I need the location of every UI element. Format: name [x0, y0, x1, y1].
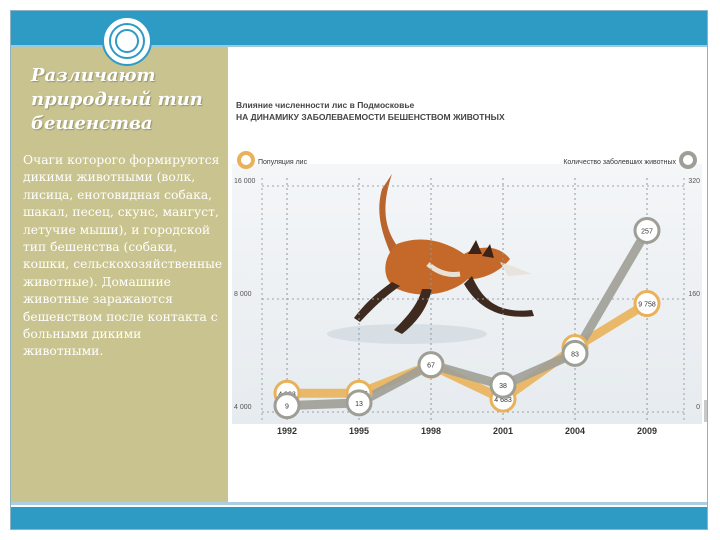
- fox-rabies-chart: Влияние численности лис в Подмосковье НА …: [232, 100, 702, 436]
- chart-legend: Популяция лис Количество заболевших живот…: [237, 151, 697, 169]
- x-tick-label: 2001: [493, 426, 513, 436]
- fox-photo: [327, 174, 534, 344]
- chart-series: 4 9934 9966 4924 6837 4239 7589136738832…: [273, 216, 661, 420]
- slide-title: Различают природный тип бешенства: [31, 65, 203, 134]
- side-panel: [11, 47, 228, 502]
- x-tick-label: 2004: [565, 426, 585, 436]
- x-tick-label: 2009: [637, 426, 657, 436]
- data-label: 67: [427, 363, 435, 370]
- left-axis-label: Популяция лис: [258, 159, 308, 166]
- chart-title-line2: НА ДИНАМИКУ ЗАБОЛЕВАЕМОСТИ БЕШЕНСТВОМ ЖИ…: [236, 112, 505, 122]
- bottom-accent-line: [11, 502, 707, 505]
- chart-axes: 16 000 320 8 000 160 4 000 0: [234, 178, 700, 420]
- data-label: 9 758: [638, 302, 656, 309]
- right-axis-tick-label: 0: [696, 404, 700, 411]
- right-axis-label: Количество заболевших животных: [563, 158, 676, 166]
- left-axis-tick-label: 16 000: [234, 178, 256, 185]
- x-tick-label: 1998: [421, 426, 441, 436]
- circle-ornament-icon: [102, 16, 152, 66]
- slide-body-text: Очаги которого формируются дикими животн…: [23, 153, 223, 359]
- data-label: 9: [285, 404, 289, 411]
- data-label: 4 683: [494, 397, 512, 404]
- data-point: [489, 371, 517, 399]
- legend-marker-fox: [237, 151, 255, 169]
- chart-title: Влияние численности лис в Подмосковье НА …: [236, 100, 505, 122]
- legend-marker-cases: [679, 151, 697, 169]
- slide-edge-marker: [704, 400, 707, 422]
- data-point: [417, 351, 445, 379]
- top-accent-line: [11, 45, 707, 47]
- right-axis-tick-label: 160: [688, 291, 700, 298]
- chart-title-line1: Влияние численности лис в Подмосковье: [236, 100, 415, 110]
- right-axis-tick-label: 320: [688, 178, 700, 185]
- data-point: [273, 392, 301, 420]
- data-point: [633, 290, 661, 318]
- x-tick-label: 1995: [349, 426, 369, 436]
- x-axis-ticks: 1992 1995 1998 2001 2004 2009: [277, 426, 657, 436]
- data-label: 83: [571, 351, 579, 358]
- left-axis-tick-label: 8 000: [234, 291, 252, 298]
- data-point: [561, 339, 589, 367]
- left-axis-tick-label: 4 000: [234, 404, 252, 411]
- data-point: [345, 389, 373, 417]
- data-label: 38: [499, 383, 507, 390]
- data-label: 257: [641, 228, 653, 235]
- data-point: [633, 216, 661, 244]
- x-tick-label: 1992: [277, 426, 297, 436]
- data-label: 13: [355, 401, 363, 408]
- bottom-accent-bar: [11, 507, 707, 529]
